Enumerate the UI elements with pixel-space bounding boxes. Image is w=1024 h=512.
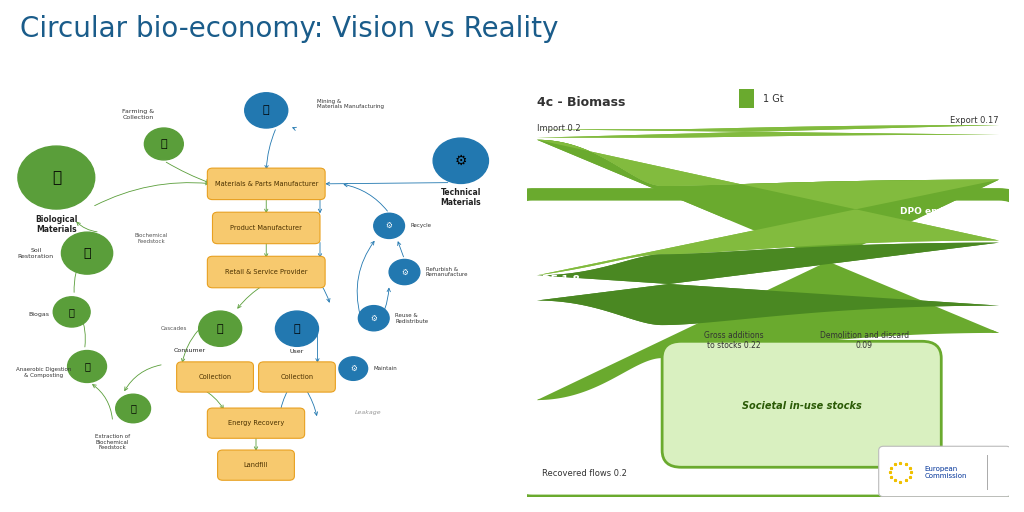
- Circle shape: [68, 351, 106, 382]
- Text: Circular bio-economy: Vision vs Reality: Circular bio-economy: Vision vs Reality: [20, 15, 559, 44]
- FancyBboxPatch shape: [258, 362, 336, 392]
- Text: Technical
Materials: Technical Materials: [440, 188, 481, 207]
- Text: Refurbish &
Remanufacture: Refurbish & Remanufacture: [426, 267, 469, 278]
- Text: Extraction of
Biochemical
Feedstock: Extraction of Biochemical Feedstock: [95, 434, 130, 451]
- Circle shape: [389, 260, 420, 285]
- Circle shape: [358, 306, 389, 331]
- Circle shape: [53, 297, 90, 327]
- Text: Gross additions
to stocks 0.22: Gross additions to stocks 0.22: [705, 331, 764, 350]
- Text: DPO emissions 1.1: DPO emissions 1.1: [900, 207, 994, 216]
- Text: Biogas: Biogas: [28, 311, 49, 316]
- Circle shape: [275, 311, 318, 346]
- Polygon shape: [537, 125, 999, 138]
- Text: Maintain: Maintain: [374, 366, 397, 371]
- Text: ⚙: ⚙: [371, 314, 377, 323]
- Text: Recycle: Recycle: [411, 223, 432, 228]
- Bar: [739, 90, 754, 109]
- Circle shape: [245, 93, 288, 128]
- Text: Energy Recovery: Energy Recovery: [228, 420, 284, 426]
- Text: Leakage: Leakage: [355, 410, 382, 415]
- Text: Consumer: Consumer: [173, 348, 206, 353]
- Text: 🌍: 🌍: [83, 247, 91, 260]
- Circle shape: [144, 128, 183, 160]
- Text: 🌿: 🌿: [52, 170, 60, 185]
- Text: DPO waste
0.6: DPO waste 0.6: [939, 267, 994, 286]
- Polygon shape: [537, 243, 999, 325]
- Text: Landfill: Landfill: [244, 462, 268, 468]
- Text: 🧪: 🧪: [130, 403, 136, 414]
- Circle shape: [339, 357, 368, 380]
- FancyBboxPatch shape: [213, 212, 319, 244]
- Polygon shape: [537, 140, 999, 275]
- Circle shape: [433, 138, 488, 183]
- Text: ⚙: ⚙: [401, 268, 408, 276]
- Text: Retail & Service Provider: Retail & Service Provider: [225, 269, 307, 275]
- Text: Farming &
Collection: Farming & Collection: [122, 109, 155, 120]
- Text: 1 Gt: 1 Gt: [763, 94, 783, 103]
- Text: ⚙: ⚙: [350, 364, 356, 373]
- Text: Collection: Collection: [281, 374, 313, 380]
- Text: 🚛: 🚛: [263, 105, 269, 115]
- Text: Anaerobic Digestion
& Composting: Anaerobic Digestion & Composting: [15, 368, 72, 378]
- Text: 🔥: 🔥: [69, 307, 75, 317]
- Circle shape: [61, 232, 113, 274]
- Text: European
Commission: European Commission: [925, 466, 967, 479]
- Text: Recovered flows 0.2: Recovered flows 0.2: [542, 469, 627, 478]
- FancyBboxPatch shape: [177, 362, 254, 392]
- FancyBboxPatch shape: [540, 220, 992, 472]
- FancyBboxPatch shape: [879, 446, 1011, 497]
- Text: Materials & Parts Manufacturer: Materials & Parts Manufacturer: [215, 181, 317, 187]
- FancyBboxPatch shape: [663, 342, 941, 467]
- Polygon shape: [537, 140, 999, 400]
- Text: ⚙️: ⚙️: [455, 154, 467, 168]
- Text: Product Manufacturer: Product Manufacturer: [230, 225, 302, 231]
- Text: Societal in-use stocks: Societal in-use stocks: [741, 401, 861, 411]
- Circle shape: [199, 311, 242, 346]
- Text: Soil
Restoration: Soil Restoration: [17, 248, 54, 259]
- FancyBboxPatch shape: [207, 257, 326, 288]
- Text: Biochemical
Feedstock: Biochemical Feedstock: [134, 233, 168, 244]
- Polygon shape: [537, 140, 999, 400]
- Text: Collection: Collection: [199, 374, 231, 380]
- Polygon shape: [537, 140, 999, 275]
- Polygon shape: [537, 243, 999, 325]
- Text: Mining &
Materials Manufacturing: Mining & Materials Manufacturing: [317, 99, 384, 110]
- Text: 🏭: 🏭: [84, 361, 90, 372]
- Text: Reuse &
Redistribute: Reuse & Redistribute: [395, 313, 428, 324]
- Text: Demolition and discard
0.09: Demolition and discard 0.09: [819, 331, 909, 350]
- Text: 4c - Biomass: 4c - Biomass: [537, 96, 626, 109]
- Text: ⚙: ⚙: [386, 221, 392, 230]
- Text: Import 0.2: Import 0.2: [537, 123, 581, 133]
- Text: Biological
Materials: Biological Materials: [35, 215, 78, 234]
- Polygon shape: [537, 125, 999, 138]
- FancyBboxPatch shape: [217, 450, 295, 480]
- Text: Export 0.17: Export 0.17: [950, 116, 999, 125]
- Text: 🌾: 🌾: [161, 139, 167, 149]
- Circle shape: [116, 394, 151, 423]
- Circle shape: [18, 146, 94, 209]
- FancyBboxPatch shape: [207, 408, 305, 438]
- Text: Cascades: Cascades: [161, 326, 187, 331]
- Text: 💻: 💻: [294, 324, 300, 334]
- Text: DE 1.8: DE 1.8: [542, 275, 580, 285]
- Text: User: User: [290, 349, 304, 354]
- FancyBboxPatch shape: [207, 168, 326, 200]
- Text: 🛒: 🛒: [217, 324, 223, 334]
- Circle shape: [374, 213, 404, 239]
